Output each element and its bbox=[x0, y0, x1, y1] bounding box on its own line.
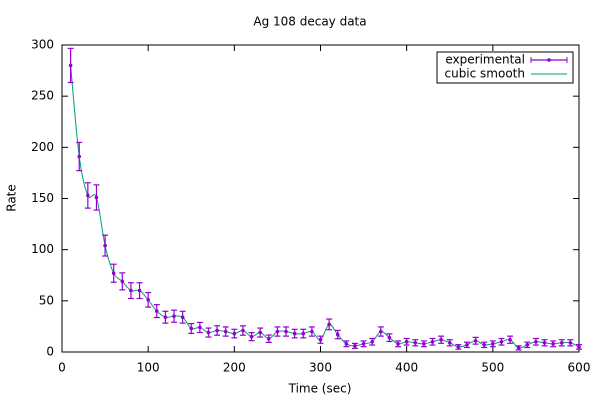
data-point bbox=[456, 345, 461, 349]
data-point bbox=[370, 339, 375, 344]
data-point bbox=[413, 340, 418, 345]
y-tick-label: 300 bbox=[31, 38, 54, 52]
data-point bbox=[77, 154, 82, 159]
x-tick-label: 400 bbox=[395, 361, 418, 375]
data-point bbox=[404, 339, 409, 344]
data-point bbox=[215, 328, 219, 333]
data-point bbox=[491, 342, 495, 346]
data-point bbox=[241, 328, 245, 333]
data-point bbox=[387, 335, 392, 340]
data-point bbox=[284, 329, 288, 334]
y-axis-label: Rate bbox=[5, 184, 19, 212]
x-tick-label: 100 bbox=[137, 361, 160, 375]
legend-label: experimental bbox=[445, 53, 525, 67]
data-point bbox=[94, 195, 99, 200]
data-point bbox=[430, 339, 435, 344]
data-point bbox=[275, 329, 280, 334]
data-point bbox=[111, 271, 116, 276]
data-point bbox=[189, 326, 194, 331]
x-tick-label: 600 bbox=[568, 361, 591, 375]
data-point bbox=[172, 314, 176, 318]
data-point bbox=[68, 63, 73, 68]
data-point bbox=[379, 329, 383, 334]
data-point bbox=[473, 338, 478, 343]
y-tick-label: 250 bbox=[31, 89, 54, 103]
data-point bbox=[344, 342, 349, 346]
data-point bbox=[103, 243, 107, 248]
data-point bbox=[137, 288, 142, 293]
data-point bbox=[396, 342, 400, 346]
legend-swatch bbox=[547, 58, 551, 62]
data-point bbox=[154, 309, 159, 313]
x-axis-label: Time (sec) bbox=[288, 382, 352, 396]
data-point bbox=[335, 332, 340, 337]
x-tick-label: 300 bbox=[309, 361, 332, 375]
legend-box bbox=[436, 51, 574, 84]
x-tick-label: 0 bbox=[58, 361, 66, 375]
data-point bbox=[180, 315, 185, 320]
data-point bbox=[499, 339, 504, 344]
data-point bbox=[223, 329, 228, 334]
data-point bbox=[568, 340, 573, 345]
data-point bbox=[129, 288, 133, 293]
data-point bbox=[422, 342, 426, 346]
data-point bbox=[258, 330, 262, 335]
data-point bbox=[353, 344, 357, 348]
data-point bbox=[482, 343, 487, 347]
data-point bbox=[361, 342, 366, 346]
data-point bbox=[267, 336, 271, 341]
chart-title: Ag 108 decay data bbox=[253, 15, 366, 29]
data-point bbox=[198, 325, 202, 330]
data-point bbox=[439, 337, 443, 342]
y-tick-label: 150 bbox=[31, 191, 54, 205]
data-point bbox=[163, 315, 168, 320]
data-point bbox=[465, 343, 469, 347]
x-tick-label: 500 bbox=[481, 361, 504, 375]
x-tick-label: 200 bbox=[223, 361, 246, 375]
data-point bbox=[327, 322, 331, 327]
data-point bbox=[577, 345, 581, 349]
data-point bbox=[508, 337, 512, 342]
y-tick-label: 100 bbox=[31, 242, 54, 256]
data-point bbox=[146, 298, 150, 302]
data-point bbox=[249, 334, 254, 339]
data-point bbox=[292, 331, 297, 336]
data-point bbox=[542, 340, 547, 345]
data-point bbox=[206, 330, 211, 335]
data-point bbox=[525, 343, 530, 347]
data-point bbox=[447, 340, 452, 345]
data-point bbox=[318, 337, 323, 342]
data-point bbox=[534, 339, 538, 344]
y-tick-label: 0 bbox=[46, 345, 54, 359]
data-point bbox=[559, 340, 564, 345]
data-point bbox=[310, 329, 314, 334]
data-point bbox=[551, 342, 555, 346]
y-tick-label: 200 bbox=[31, 140, 54, 154]
data-point bbox=[516, 346, 521, 350]
data-point bbox=[86, 193, 90, 198]
y-tick-label: 50 bbox=[39, 293, 54, 307]
data-point bbox=[301, 331, 306, 336]
data-point bbox=[232, 331, 237, 336]
legend-label: cubic smooth bbox=[444, 67, 525, 81]
data-point bbox=[120, 279, 125, 284]
